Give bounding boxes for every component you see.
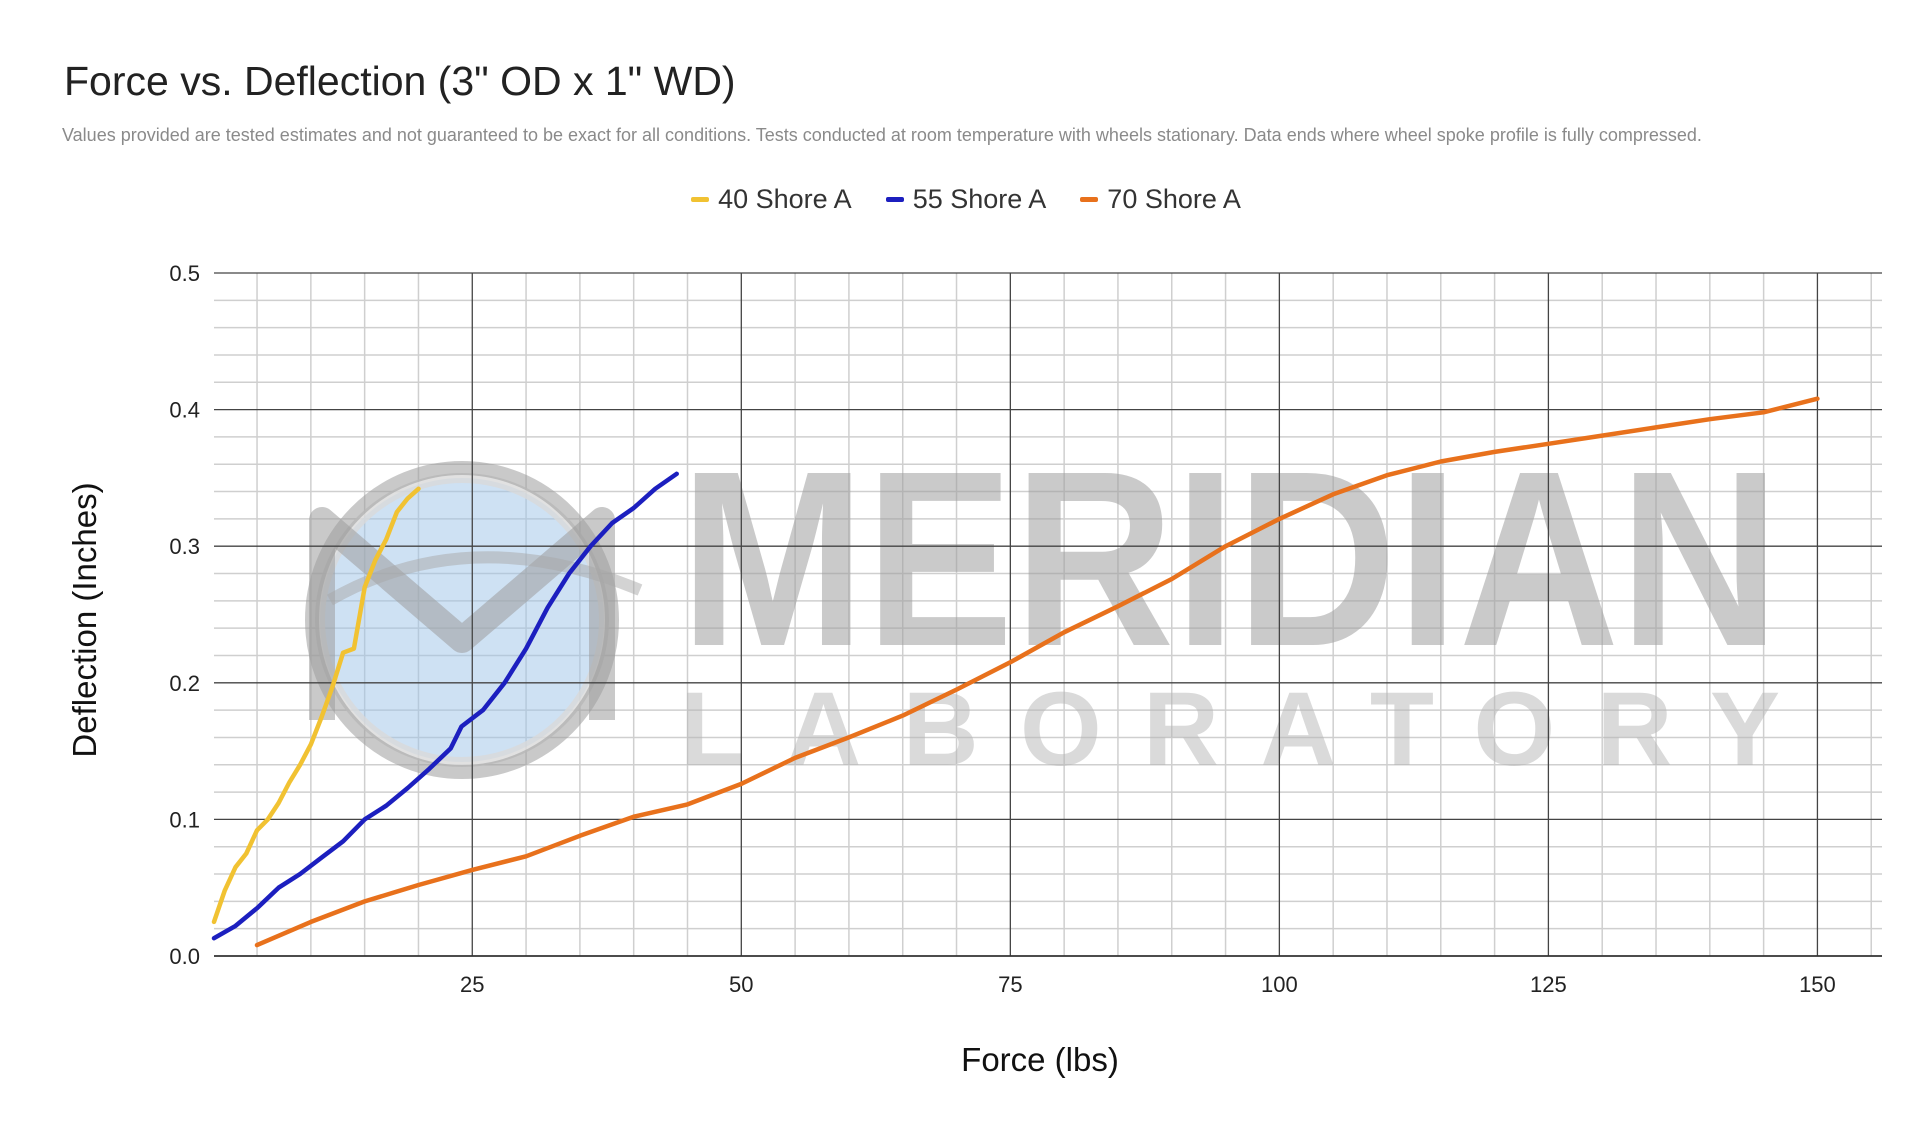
y-axis-label: Deflection (Inches) bbox=[66, 482, 103, 758]
meridian-globe-logo-icon bbox=[305, 461, 643, 779]
y-tick-label: 0.2 bbox=[169, 671, 200, 696]
legend-label: 40 Shore A bbox=[718, 184, 852, 214]
legend-label: 70 Shore A bbox=[1107, 184, 1241, 214]
major-grid bbox=[214, 272, 1882, 957]
x-tick-label: 100 bbox=[1261, 972, 1298, 997]
legend-item-2: 70 Shore A bbox=[1068, 184, 1241, 215]
legend-item-1: 55 Shore A bbox=[874, 184, 1047, 215]
legend-swatch bbox=[691, 197, 710, 202]
series-line-0 bbox=[211, 486, 421, 925]
y-tick-label: 0.0 bbox=[169, 944, 200, 969]
series-lines bbox=[211, 396, 1820, 948]
legend-label: 55 Shore A bbox=[912, 184, 1047, 214]
x-tick-label: 25 bbox=[460, 972, 484, 997]
legend-swatch bbox=[885, 197, 904, 202]
y-tick-label: 0.4 bbox=[169, 398, 200, 423]
watermark-brand-text: MERIDIAN bbox=[680, 419, 1780, 698]
legend-item-0: 40 Shore A bbox=[679, 184, 852, 215]
series-line-2 bbox=[254, 396, 1820, 948]
series-line-1 bbox=[211, 471, 679, 941]
x-tick-label: 75 bbox=[998, 972, 1022, 997]
y-tick-label: 0.3 bbox=[169, 534, 200, 559]
chart-subtitle: Values provided are tested estimates and… bbox=[62, 125, 1702, 145]
legend: 40 Shore A 55 Shore A 70 Shore A bbox=[0, 184, 1920, 215]
x-tick-label: 50 bbox=[729, 972, 753, 997]
x-tick-label: 150 bbox=[1799, 972, 1836, 997]
x-tick-label: 125 bbox=[1530, 972, 1567, 997]
y-tick-label: 0.1 bbox=[169, 807, 200, 832]
x-axis-ticks: 25 50 75 100 125 150 bbox=[460, 972, 1836, 997]
chart-title: Force vs. Deflection (3" OD x 1" WD) bbox=[64, 58, 736, 104]
y-axis-ticks: 0.0 0.1 0.2 0.3 0.4 0.5 bbox=[169, 261, 200, 969]
x-axis-label: Force (lbs) bbox=[961, 1041, 1119, 1078]
y-tick-label: 0.5 bbox=[169, 261, 200, 286]
meridian-laboratory-watermark: MERIDIAN LABORATORY bbox=[305, 419, 1780, 788]
legend-swatch bbox=[1080, 197, 1099, 202]
